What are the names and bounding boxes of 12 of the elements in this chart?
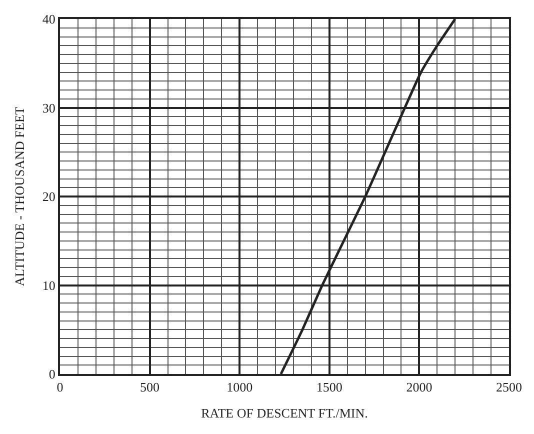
x-tick-label: 1500 bbox=[316, 380, 342, 395]
x-tick-label: 1000 bbox=[226, 380, 253, 395]
x-tick-label: 2500 bbox=[496, 380, 522, 395]
y-axis-title: ALTITUDE - THOUSAND FEET bbox=[12, 106, 27, 286]
x-tick-label: 500 bbox=[140, 380, 160, 395]
y-tick-label: 10 bbox=[42, 278, 56, 293]
x-axis-title: RATE OF DESCENT FT./MIN. bbox=[201, 406, 368, 421]
x-tick-label: 2000 bbox=[406, 380, 432, 395]
y-tick-label: 20 bbox=[42, 189, 56, 204]
y-tick-label: 40 bbox=[42, 12, 56, 27]
y-tick-label: 0 bbox=[48, 366, 56, 382]
y-tick-label: 30 bbox=[42, 100, 56, 116]
